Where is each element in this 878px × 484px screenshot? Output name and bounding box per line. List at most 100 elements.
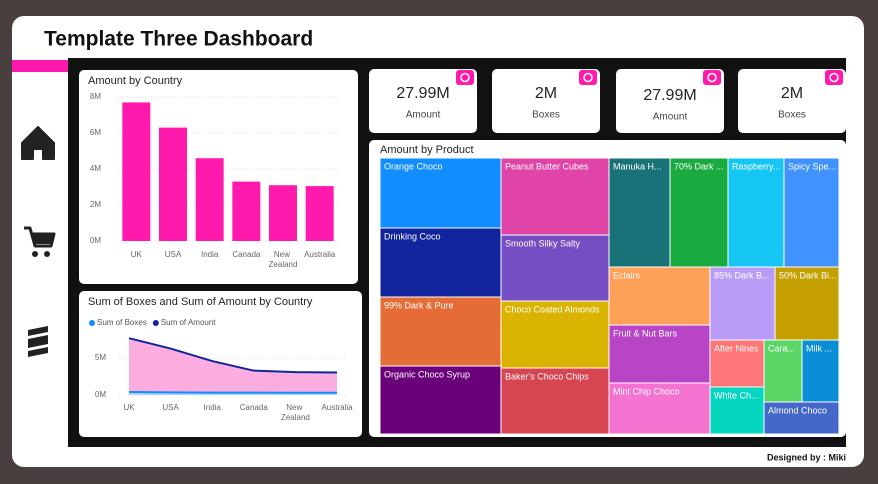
chart-title: Amount by Country [88,75,183,87]
kpi-label: Amount [653,112,688,123]
treemap-label: After Nines [714,343,759,353]
x-tick-label: Australia [304,250,336,259]
chart-title: Amount by Product [380,144,474,156]
treemap-tile [608,382,711,435]
treemap-label: Organic Choco Syrup [384,369,470,379]
kpi-icon-glyph [583,72,593,83]
x-tick-label: New Zealand [269,250,298,269]
x-tick-label: New Zealand [281,403,310,422]
chart-title: Sum of Boxes and Sum of Amount by Countr… [88,296,313,308]
x-tick-label: Canada [240,403,269,412]
treemap-label: Peanut Butter Cubes [505,161,589,171]
treemap-label: Baker's Choco Chips [505,371,589,381]
area-line [128,391,337,394]
bar [195,158,224,241]
legend-label: Sum of Amount [161,318,216,327]
kpi-card [738,69,846,133]
footer-credit: Designed by : Miki [767,452,846,462]
x-tick-label: UK [131,250,143,259]
treemap-tile [500,157,610,236]
kpi-icon [703,70,721,85]
treemap-tile [669,157,729,268]
kpi-card [616,69,724,133]
x-tick-label: India [204,403,222,412]
home-icon[interactable] [21,126,55,160]
y-tick-label: 5M [95,353,106,362]
treemap-label: Almond Choco [768,405,827,415]
treemap-tile [709,339,765,388]
kpi-value: 2M [781,85,803,102]
treemap-label: Mint Chip Choco [613,386,680,396]
sidebar-accent [12,60,68,72]
kpi-icon-glyph [460,72,470,83]
kpi-value: 27.99M [396,85,449,102]
treemap-label: Manuka H... [613,161,662,171]
treemap-tile [608,157,671,268]
y-tick-label: 6M [90,128,101,137]
y-tick-label: 2M [90,200,101,209]
treemap-label: Eclairs [613,270,641,280]
bar [269,185,297,241]
treemap-label: Cara... [768,343,795,353]
treemap-tile [379,157,502,229]
treemap-label: Fruit & Nut Bars [613,328,678,338]
treemap-label: Orange Choco [384,161,443,171]
kpi-icon [825,70,843,85]
bar [159,127,187,241]
legend-label: Sum of Boxes [97,318,147,327]
kpi-label: Boxes [532,110,560,121]
treemap-label: Spicy Spe... [788,161,836,171]
logo-icon[interactable] [28,326,48,357]
treemap-tile [774,266,840,341]
kpi-label: Amount [406,110,441,121]
kpi-value: 2M [535,85,557,102]
x-tick-label: USA [162,403,179,412]
treemap-tile [709,266,776,341]
kpi-icon-glyph [707,72,717,83]
kpi-label: Boxes [778,110,806,121]
treemap-label: Smooth Silky Salty [505,238,581,248]
kpi-icon [579,70,597,85]
bar [122,102,151,242]
x-tick-label: Canada [232,250,261,259]
treemap-label: 85% Dark B... [714,270,770,280]
bar [232,181,261,241]
treemap-tile [608,266,711,326]
legend-swatch [152,320,159,326]
treemap-label: 70% Dark ... [674,161,724,171]
y-tick-label: 8M [90,92,101,101]
area-line [128,337,338,374]
kpi-icon-glyph [829,72,839,83]
x-tick-label: Australia [321,403,353,412]
treemap-label: 50% Dark Bi... [779,270,837,280]
x-tick-label: India [201,250,219,259]
treemap-label: Milk ... [806,343,832,353]
kpi-icon [456,70,474,85]
legend-swatch [89,320,95,326]
treemap-tile [783,157,840,268]
x-tick-label: USA [165,250,182,259]
bar [305,186,334,241]
cart-icon[interactable] [24,226,56,257]
treemap-tile [763,401,840,435]
treemap-label: Choco Coated Almonds [505,304,600,314]
kpi-card [492,69,600,133]
treemap-tile [379,296,502,367]
treemap-label: Drinking Coco [384,231,441,241]
treemap-label: Raspberry... [732,161,780,171]
y-tick-label: 0M [90,236,101,245]
treemap-tile [608,324,711,384]
treemap-tile [500,300,610,369]
treemap-label: White Ch... [714,390,759,400]
treemap-tile [500,367,610,435]
dashboard-title: Template Three Dashboard [44,28,313,51]
y-tick-label: 4M [90,164,101,173]
x-tick-label: UK [123,403,135,412]
y-tick-label: 0M [95,390,106,399]
kpi-value: 27.99M [643,87,696,104]
treemap-tile [379,365,502,435]
treemap-label: 99% Dark & Pure [384,300,454,310]
kpi-card [369,69,477,133]
treemap-tile [727,157,785,268]
